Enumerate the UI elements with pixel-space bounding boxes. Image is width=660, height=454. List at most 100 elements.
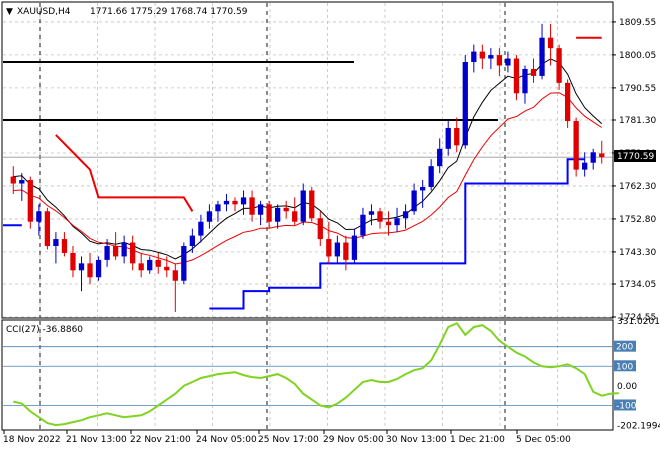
ohlc-readout: 1771.66 1775.29 1768.74 1770.59 <box>90 7 248 17</box>
horizontal-levels <box>3 61 612 158</box>
candle-body <box>334 242 340 257</box>
grid <box>3 3 612 429</box>
candle-body <box>138 263 144 271</box>
candle-body <box>19 180 25 184</box>
candle-body <box>249 197 255 215</box>
ema-red <box>13 92 602 265</box>
time-tick-label: 5 Dec 05:00 <box>516 435 571 445</box>
cci-pane <box>1 319 614 431</box>
cci-axis: 331.0201 200 100 0.00 -100 -202.1994 <box>614 317 660 432</box>
cci-tick-label: -202.1994 <box>617 422 660 432</box>
candle-body <box>437 148 443 167</box>
candle-body <box>112 246 119 257</box>
candle-body <box>411 190 417 212</box>
candle-body <box>326 239 332 257</box>
cci-tick-label: 200 <box>616 343 633 353</box>
price-tick-label: 1790.55 <box>619 84 656 94</box>
candle-body <box>300 190 306 222</box>
time-axis: 18 Nov 2022 21 Nov 13:00 22 Nov 21:00 24 No… <box>3 430 571 445</box>
price-tick-label: 1752.80 <box>619 215 656 225</box>
chart-title: XAUUSD,H4 <box>17 7 71 17</box>
time-tick-label: 1 Dec 21:00 <box>450 435 505 445</box>
candle-body <box>309 190 315 219</box>
price-tick-label: 1809.55 <box>619 18 656 28</box>
candle-body <box>147 259 153 271</box>
main-pane <box>1 1 614 319</box>
candle-body <box>496 55 503 66</box>
candle-body <box>78 263 85 271</box>
candle-body <box>121 242 127 257</box>
candle-body <box>27 180 33 222</box>
last-price-label: 1770.59 <box>617 152 654 162</box>
cci-level-box <box>614 399 636 411</box>
candle-body <box>505 58 511 66</box>
candle-body <box>428 166 434 187</box>
candle-body <box>164 266 170 271</box>
price-tick-label: 1781.30 <box>619 116 656 126</box>
candle-body <box>189 235 196 247</box>
time-tick-label: 18 Nov 2022 <box>3 435 61 445</box>
candle-body <box>223 200 230 205</box>
candle-body <box>240 197 247 205</box>
candle-body <box>283 207 289 212</box>
candle-body <box>599 153 605 158</box>
cci-line <box>13 321 619 427</box>
time-tick-label: 25 Nov 17:00 <box>258 435 319 445</box>
candle-body <box>10 176 16 184</box>
candle-body <box>104 246 110 260</box>
candle-body <box>385 221 392 226</box>
candle-body <box>582 162 588 170</box>
candle-body <box>419 186 426 191</box>
time-tick-label: 22 Nov 21:00 <box>130 435 191 445</box>
candle-body <box>522 68 528 94</box>
candle-body <box>70 252 76 271</box>
candle-body <box>479 51 485 59</box>
candle-body <box>181 246 187 281</box>
candle-body <box>36 211 42 222</box>
candle-body <box>317 218 323 240</box>
cci-indicator <box>3 321 619 427</box>
dropdown-arrow-icon[interactable]: ▼ <box>6 7 13 17</box>
candle-body <box>61 239 68 253</box>
cci-tick-label: 331.0201 <box>617 317 660 327</box>
trail-blue <box>209 158 585 310</box>
cci-level-box <box>614 360 636 372</box>
candle-body <box>573 121 579 170</box>
price-tick-label: 1743.30 <box>619 248 656 258</box>
cci-tick-label: 100 <box>616 362 633 372</box>
candle-body <box>44 211 51 247</box>
candle-body <box>292 211 298 222</box>
candle-body <box>377 211 383 222</box>
candle-body <box>53 239 59 247</box>
candle-body <box>172 270 178 281</box>
candle-body <box>360 214 366 236</box>
candle-body <box>266 204 272 222</box>
candle-body <box>539 37 545 76</box>
cci-tick-label: -100 <box>616 401 637 411</box>
candles <box>10 23 605 312</box>
time-tick-label: 30 Nov 13:00 <box>386 435 447 445</box>
price-tick-label: 1724.55 <box>619 313 656 323</box>
cci-title: CCI(27) -36.8860 <box>6 325 83 335</box>
cci-tick-label: 0.00 <box>617 382 637 392</box>
price-axis: 1809.551800.051790.551781.301771.801762.… <box>612 18 656 323</box>
candle-body <box>87 263 93 278</box>
price-tick-label: 1800.05 <box>619 51 656 61</box>
candle-body <box>368 211 375 215</box>
candle-body <box>462 62 468 146</box>
candle-body <box>275 207 281 222</box>
time-tick-label: 29 Nov 05:00 <box>323 435 384 445</box>
ema-black <box>13 58 603 260</box>
last-price-tag <box>614 150 656 162</box>
candle-body <box>394 218 400 226</box>
candle-body <box>547 37 554 49</box>
candle-body <box>215 204 221 212</box>
time-tick-label: 21 Nov 13:00 <box>66 435 127 445</box>
candle-body <box>198 221 204 236</box>
candle-body <box>530 68 537 76</box>
candle-body <box>454 127 460 146</box>
candle-body <box>471 51 477 63</box>
candle-body <box>590 152 596 163</box>
